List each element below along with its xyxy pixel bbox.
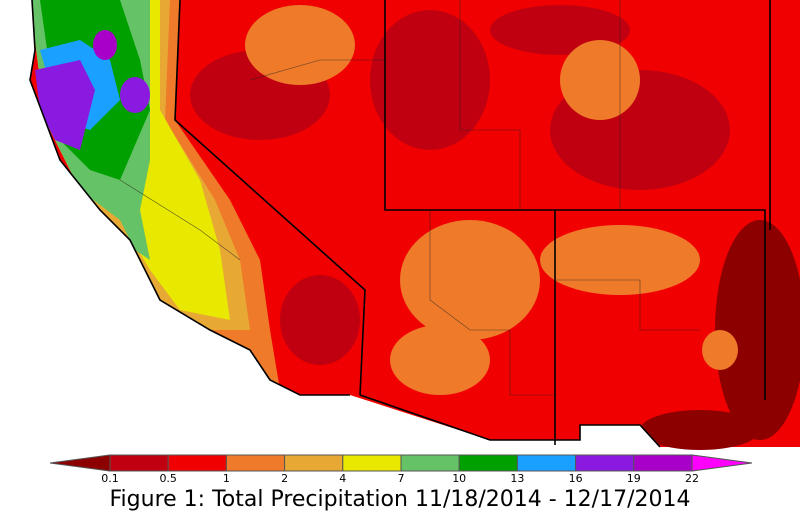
legend: 0.1 0.5 1 2 4 7 10 13 16 19 22 — [49, 454, 753, 485]
legend-swatch — [458, 454, 518, 472]
legend-tick-label: 7 — [398, 472, 405, 485]
legend-swatch — [400, 454, 460, 472]
legend-swatch — [284, 454, 344, 472]
legend-tick-label: 1 — [223, 472, 230, 485]
legend-arrow — [49, 454, 111, 472]
legend-tick-label: 10 — [452, 472, 466, 485]
legend-tick-label: 4 — [339, 472, 346, 485]
caption: Figure 1: Total Precipitation 11/18/2014… — [110, 487, 691, 512]
legend-tick-label: 22 — [685, 472, 699, 485]
legend-tick-label: 16 — [569, 472, 583, 485]
legend-swatch — [575, 454, 635, 472]
legend-swatch — [633, 454, 693, 472]
legend-tick-label: 13 — [510, 472, 524, 485]
legend-swatch — [167, 454, 227, 472]
legend-arrow — [691, 454, 753, 472]
legend-swatch — [225, 454, 286, 472]
legend-tick-label: 0.1 — [101, 472, 119, 485]
legend-swatch — [109, 454, 169, 472]
legend-swatch — [516, 454, 577, 472]
precip-map — [0, 0, 800, 450]
legend-swatch — [342, 454, 402, 472]
legend-tick-label: 2 — [281, 472, 288, 485]
legend-tick-label: 19 — [627, 472, 641, 485]
legend-tick-label: 0.5 — [159, 472, 177, 485]
